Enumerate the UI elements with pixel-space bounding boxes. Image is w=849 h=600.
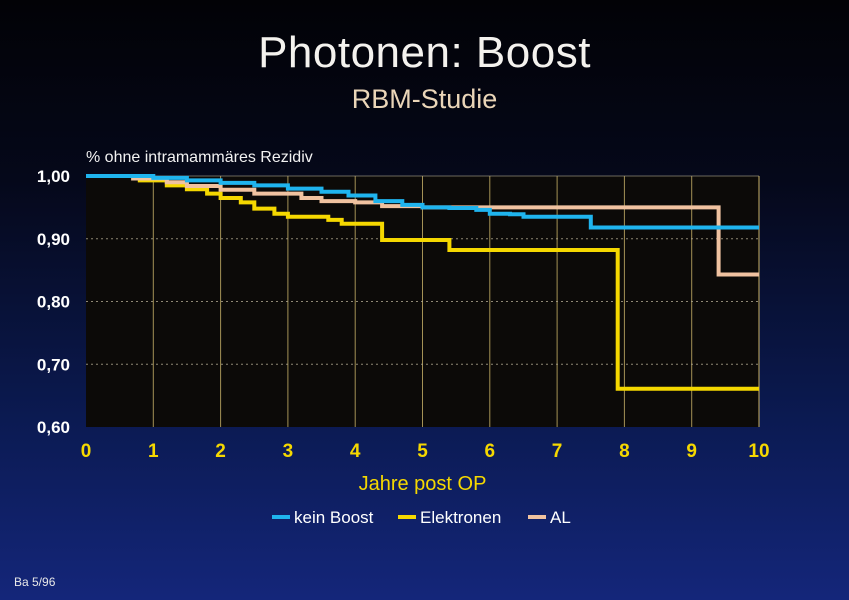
slide-subtitle: RBM-Studie <box>351 84 498 114</box>
x-tick-label: 7 <box>552 441 563 462</box>
y-tick-label: 0,70 <box>37 355 70 374</box>
x-tick-label: 2 <box>215 441 226 462</box>
legend: kein Boost Elektronen AL <box>272 508 571 527</box>
x-tick-label: 3 <box>283 441 294 462</box>
grid-lines <box>86 175 760 427</box>
y-tick-label: 1,00 <box>37 167 70 186</box>
series-line-kein-boost <box>86 174 759 230</box>
x-tick-label: 0 <box>81 441 92 462</box>
legend-label: Elektronen <box>420 508 501 527</box>
x-tick-label: 6 <box>485 441 496 462</box>
x-tick-label: 9 <box>686 441 697 462</box>
y-tick-label: 0,90 <box>37 230 70 249</box>
x-tick-label: 5 <box>417 441 428 462</box>
x-tick-labels: 0 1 2 3 4 5 6 7 8 9 10 <box>81 441 770 462</box>
x-axis-title: Jahre post OP <box>359 473 487 495</box>
x-tick-label: 8 <box>619 441 630 462</box>
x-tick-label: 1 <box>148 441 159 462</box>
x-tick-label: 10 <box>748 441 769 462</box>
y-tick-label: 0,60 <box>37 418 70 437</box>
series-layer <box>86 174 759 391</box>
y-tick-label: 0,80 <box>37 293 70 312</box>
x-tick-label: 4 <box>350 441 361 462</box>
y-axis-title: % ohne intramammäres Rezidiv <box>86 149 313 166</box>
slide-title: Photonen: Boost <box>258 28 591 77</box>
legend-label: AL <box>550 508 571 527</box>
slide-footer: Ba 5/96 <box>14 575 56 589</box>
legend-label: kein Boost <box>294 508 374 527</box>
y-tick-labels: 0,60 0,70 0,80 0,90 1,00 <box>37 167 70 437</box>
